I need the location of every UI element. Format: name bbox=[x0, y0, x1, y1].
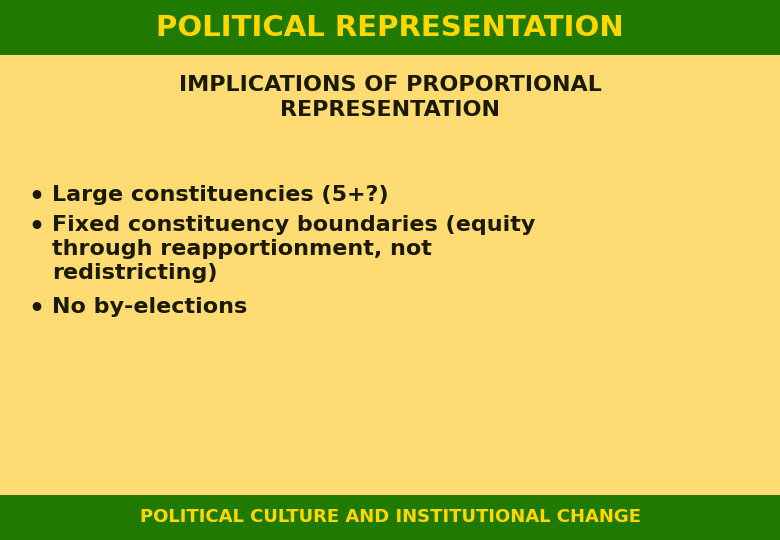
Text: Large constituencies (5+?): Large constituencies (5+?) bbox=[52, 185, 388, 205]
Text: POLITICAL REPRESENTATION: POLITICAL REPRESENTATION bbox=[156, 14, 624, 42]
Text: IMPLICATIONS OF PROPORTIONAL
REPRESENTATION: IMPLICATIONS OF PROPORTIONAL REPRESENTAT… bbox=[179, 75, 601, 120]
Bar bbox=[0, 495, 780, 540]
Bar bbox=[0, 0, 780, 55]
Text: •: • bbox=[28, 215, 44, 239]
Text: •: • bbox=[28, 297, 44, 321]
Text: •: • bbox=[28, 185, 44, 209]
Text: No by-elections: No by-elections bbox=[52, 297, 247, 317]
Text: Fixed constituency boundaries (equity
through reapportionment, not
redistricting: Fixed constituency boundaries (equity th… bbox=[52, 215, 535, 283]
Text: POLITICAL CULTURE AND INSTITUTIONAL CHANGE: POLITICAL CULTURE AND INSTITUTIONAL CHAN… bbox=[140, 509, 640, 526]
